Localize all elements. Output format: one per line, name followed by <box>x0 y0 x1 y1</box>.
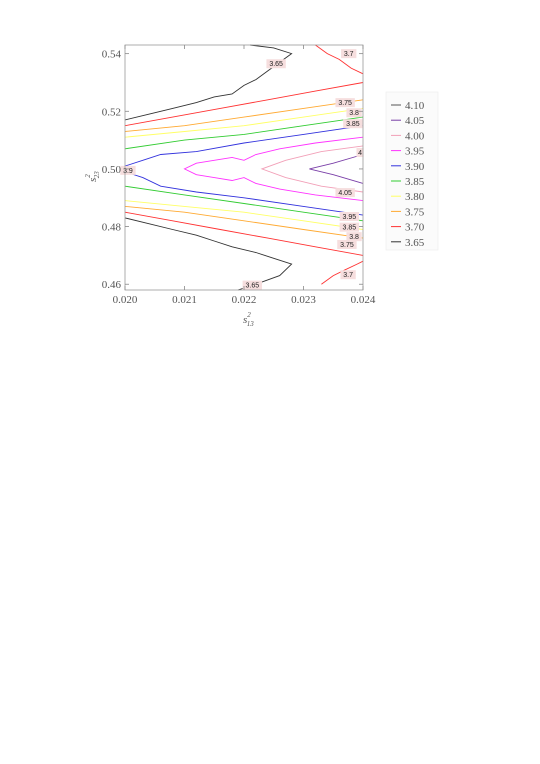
legend-label: 3.90 <box>405 161 425 173</box>
contour-line-4-00-0 <box>260 145 364 193</box>
contour-labels: 3.653.73.753.83.8543.94.053.953.853.83.7… <box>120 49 364 290</box>
contour-label: 3.75 <box>338 100 352 107</box>
legend-label: 4.05 <box>405 115 425 127</box>
contour-label-bg <box>266 59 286 69</box>
contour-label: 3.8 <box>349 234 359 241</box>
contour-line-3-85-0 <box>124 116 364 150</box>
contour-label: 3.8 <box>349 110 359 117</box>
contour-line-3-85-1 <box>124 185 364 222</box>
legend-label: 3.75 <box>405 206 425 218</box>
contour-label-bg <box>337 239 357 249</box>
contour-line-3-70-0 <box>124 82 364 127</box>
contour-line-3-70-2 <box>315 44 364 75</box>
contour-label: 4.05 <box>338 190 352 197</box>
contour-line-3-75-0 <box>124 99 364 132</box>
x-tick-label: 0.020 <box>113 294 138 306</box>
contour-label-bg <box>341 49 357 59</box>
y-tick-label: 0.48 <box>102 222 122 234</box>
contour-line-4-05-0 <box>309 154 364 184</box>
contour-label: 3.85 <box>343 225 357 232</box>
contour-line-3-75-1 <box>124 205 364 239</box>
legend-label: 4.10 <box>405 100 425 112</box>
contour-label: 3.65 <box>246 283 260 290</box>
contour-label: 3.7 <box>343 272 353 279</box>
contour-label-bg <box>356 148 364 158</box>
legend-label: 3.95 <box>405 146 425 158</box>
y-tick-label: 0.50 <box>102 164 122 176</box>
contour-label: 3.65 <box>269 61 283 68</box>
legend-label: 3.80 <box>405 191 425 203</box>
contour-label-bg <box>120 165 136 175</box>
x-tick-label: 0.024 <box>351 294 376 306</box>
contour-label-bg <box>335 98 355 108</box>
contour-label: 3.9 <box>123 168 133 175</box>
legend-label: 4.00 <box>405 130 425 142</box>
contour-label-bg <box>340 270 356 280</box>
contour-label-bg <box>339 212 360 221</box>
x-tick-label: 0.022 <box>232 294 257 306</box>
legend-box <box>385 91 439 251</box>
contour-label: 3.95 <box>343 214 357 221</box>
contour-label-bg <box>335 188 355 198</box>
contour-line-3-70-1 <box>124 211 364 256</box>
contour-line-3-70-3 <box>321 260 364 285</box>
contour-line-3-65-1 <box>124 217 293 291</box>
contour-label-bg <box>346 108 362 118</box>
legend-label: 3.70 <box>405 222 425 234</box>
x-tick-label: 0.023 <box>291 294 316 306</box>
contour-line-3-65-0 <box>124 44 293 121</box>
contour-label-bg <box>343 119 363 129</box>
contour-lines <box>124 44 364 291</box>
contour-label: 3.7 <box>344 51 354 58</box>
x-axis-title: s2 13 <box>243 311 254 328</box>
y-tick-label: 0.52 <box>102 106 121 118</box>
contour-label-bg <box>242 280 263 290</box>
contour-line-3-90-0 <box>124 125 364 167</box>
contour-label: 3.85 <box>346 121 360 128</box>
contour-line-3-80-1 <box>124 200 364 230</box>
contour-label: 3.75 <box>340 242 354 249</box>
contour-label: 4 <box>358 150 362 157</box>
contour-line-3-80-0 <box>124 107 364 138</box>
legend-label: 3.85 <box>405 176 425 188</box>
y-tick-label: 0.54 <box>102 49 122 61</box>
contour-label-bg <box>346 232 362 242</box>
contour-line-3-90-1 <box>124 171 364 216</box>
x-tick-label: 0.021 <box>172 294 197 306</box>
x-axis-ticks: 0.020 0.021 0.022 0.023 0.024 <box>113 45 376 306</box>
contour-line-3-95-0 <box>183 136 364 202</box>
plot-frame <box>124 44 364 291</box>
legend-label: 3.65 <box>405 237 425 249</box>
contour-label-bg <box>339 222 360 232</box>
y-axis-ticks: 0.46 0.48 0.50 0.52 0.54 <box>102 49 363 291</box>
y-tick-label: 0.46 <box>102 279 122 291</box>
y-axis-title: s223 <box>84 171 101 182</box>
legend: 4.10 4.05 4.00 3.95 3.90 3.85 3.80 3.75 3.70 3.65 <box>385 91 439 251</box>
